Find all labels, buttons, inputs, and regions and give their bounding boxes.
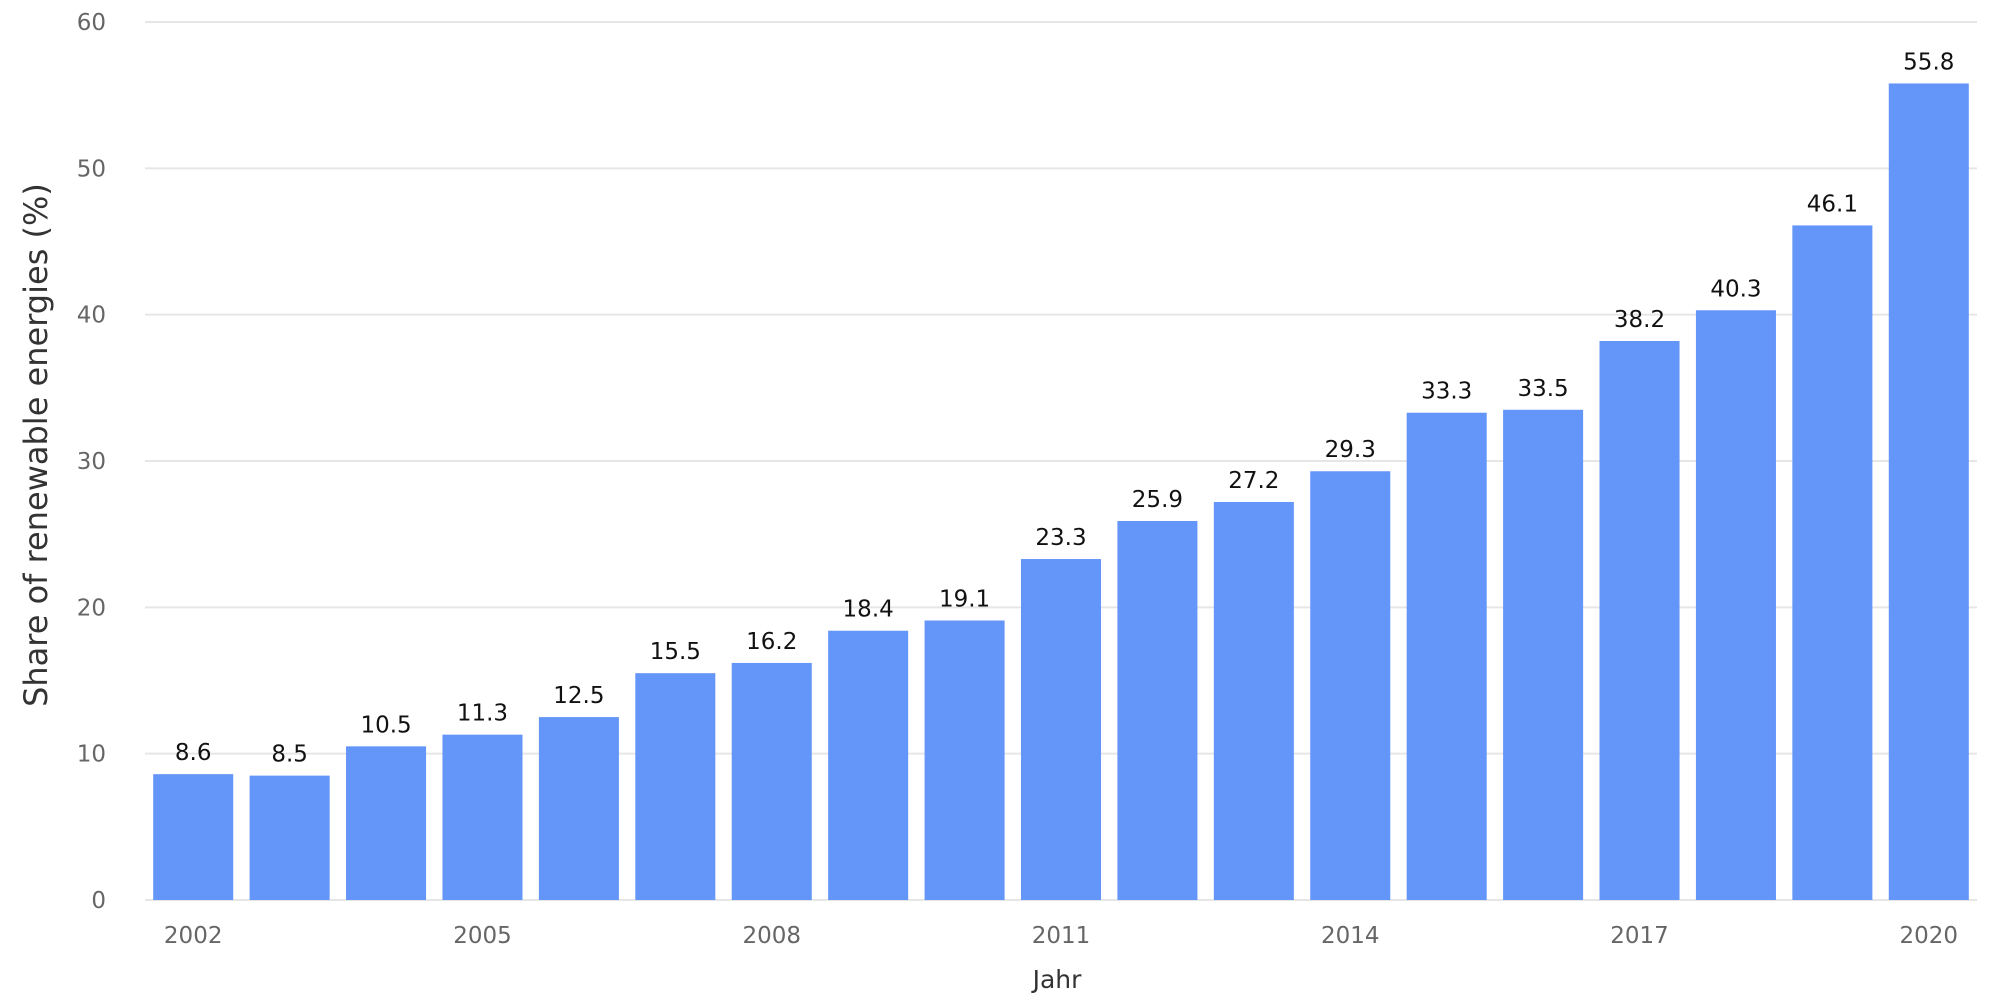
data-label-2019: 46.1	[1807, 191, 1858, 217]
data-label-2002: 8.6	[175, 740, 212, 766]
data-label-2008: 16.2	[746, 629, 797, 655]
bar-2014	[1310, 471, 1391, 900]
bar-2003	[249, 775, 330, 900]
x-tick-label: 2002	[164, 923, 223, 949]
data-label-2007: 15.5	[650, 639, 701, 665]
data-label-2017: 38.2	[1614, 307, 1665, 333]
data-label-2004: 10.5	[360, 712, 411, 738]
data-label-2016: 33.5	[1517, 376, 1568, 402]
data-label-2020: 55.8	[1903, 49, 1954, 75]
data-label-2013: 27.2	[1228, 468, 1279, 494]
bar-2008	[731, 662, 812, 900]
y-axis-title: Share of renewable energies (%)	[17, 183, 55, 707]
x-tick-label: 2017	[1610, 923, 1669, 949]
bar-2006	[538, 717, 619, 900]
bar-2004	[346, 746, 427, 900]
bar-2011	[1020, 559, 1102, 900]
data-label-2010: 19.1	[939, 587, 990, 613]
data-label-2005: 11.3	[457, 701, 508, 727]
y-axis-ticks: 0 10 20 30 40 50 60	[77, 10, 106, 914]
y-tick-label: 10	[77, 742, 106, 768]
y-tick-label: 60	[77, 10, 106, 36]
y-tick-label: 0	[91, 888, 106, 914]
bar-2017	[1599, 341, 1680, 900]
data-label-2015: 33.3	[1421, 379, 1472, 405]
data-label-2006: 12.5	[553, 683, 604, 709]
bar-2012	[1117, 520, 1198, 900]
y-tick-label: 40	[77, 303, 106, 329]
data-label-2011: 23.3	[1035, 525, 1086, 551]
data-label-2003: 8.5	[271, 742, 308, 768]
x-axis-ticks: 2002 2005 2008 2011 2014 2017 2020	[164, 923, 1958, 949]
data-labels: 8.6 8.5 10.5 11.3 12.5 15.5 16.2 18.4 19.1 23.3 25…	[175, 49, 1954, 767]
bar-2002	[153, 774, 234, 900]
x-tick-label: 2008	[742, 923, 801, 949]
bar-2016	[1503, 409, 1584, 900]
y-tick-label: 30	[77, 449, 106, 475]
x-tick-label: 2005	[453, 923, 512, 949]
data-label-2018: 40.3	[1710, 276, 1761, 302]
bar-2007	[635, 673, 716, 900]
data-label-2014: 29.3	[1325, 437, 1376, 463]
bar-2020	[1888, 83, 1969, 900]
bar-2018	[1695, 310, 1776, 900]
x-axis-title: Jahr	[1031, 965, 1083, 994]
bar-2005	[442, 734, 523, 900]
x-tick-label: 2014	[1321, 923, 1380, 949]
bar-2013	[1213, 501, 1294, 900]
bars	[153, 83, 1969, 901]
bar-2015	[1406, 412, 1487, 900]
bar-2009	[828, 630, 909, 900]
bar-2019	[1792, 225, 1873, 901]
bar-2010	[924, 620, 1005, 900]
x-tick-label: 2011	[1032, 923, 1091, 949]
data-label-2012: 25.9	[1132, 487, 1183, 513]
x-tick-label: 2020	[1900, 923, 1959, 949]
y-tick-label: 20	[77, 595, 106, 621]
data-label-2009: 18.4	[843, 597, 894, 623]
y-tick-label: 50	[77, 156, 106, 182]
